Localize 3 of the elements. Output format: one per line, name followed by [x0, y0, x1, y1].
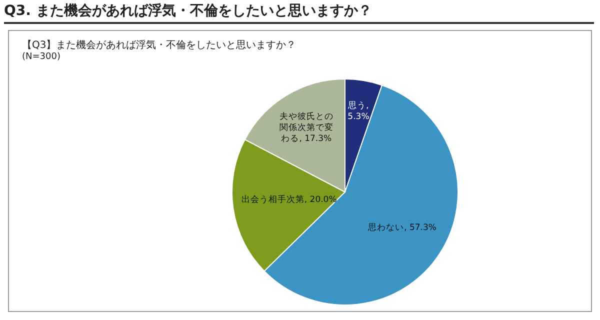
chart-title: Q3. また機会があれば浮気・不倫をしたいと思いますか？	[4, 2, 594, 24]
text: (N=300)	[22, 52, 60, 62]
chart-subtitle: 【Q3】また機会があれば浮気・不倫をしたいと思いますか？	[22, 38, 296, 52]
